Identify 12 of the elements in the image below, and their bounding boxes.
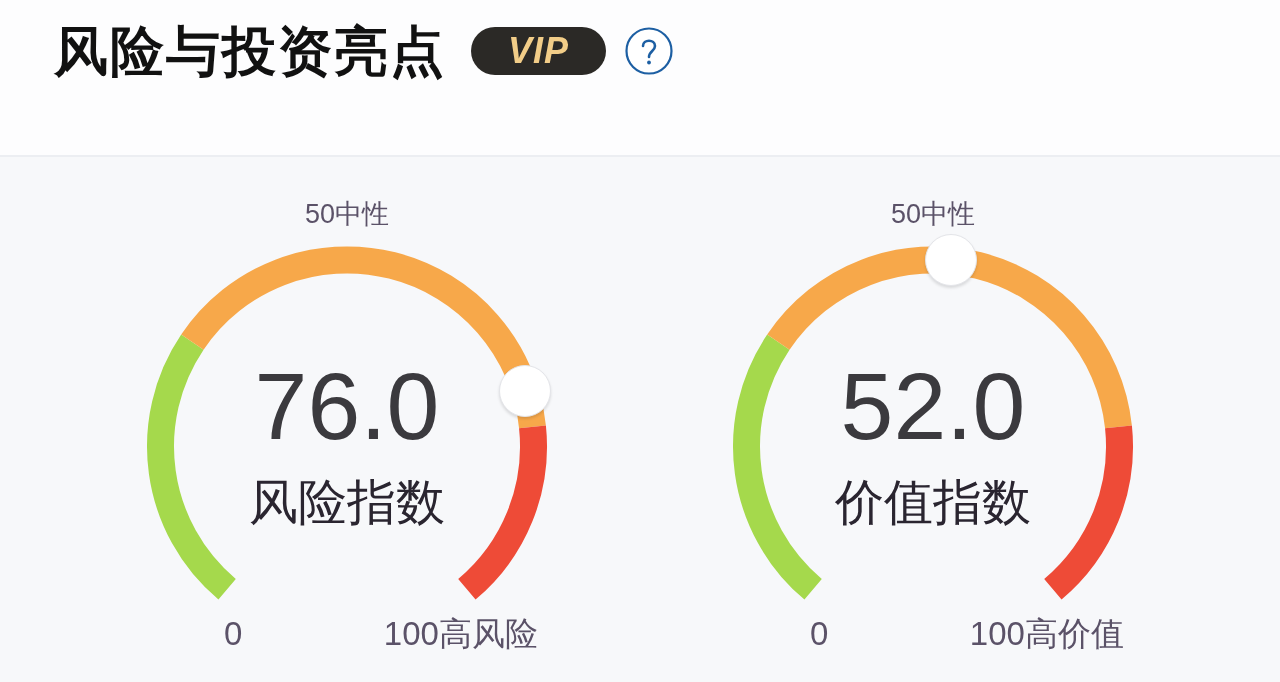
text: 风险指数 [249,474,445,529]
text: 价值指数 [834,474,1031,529]
text: 0 [223,614,243,652]
text: 100高风险 [383,614,538,652]
text: 100高价值 [969,614,1124,652]
text: 76.0 [254,352,440,459]
text: 0 [809,614,829,652]
text: 50中性 [304,198,390,229]
text: 52.0 [840,352,1026,459]
badge: VIP [471,27,606,75]
text: 风险与投资亮点 [54,21,446,81]
text: 50中性 [890,198,976,229]
